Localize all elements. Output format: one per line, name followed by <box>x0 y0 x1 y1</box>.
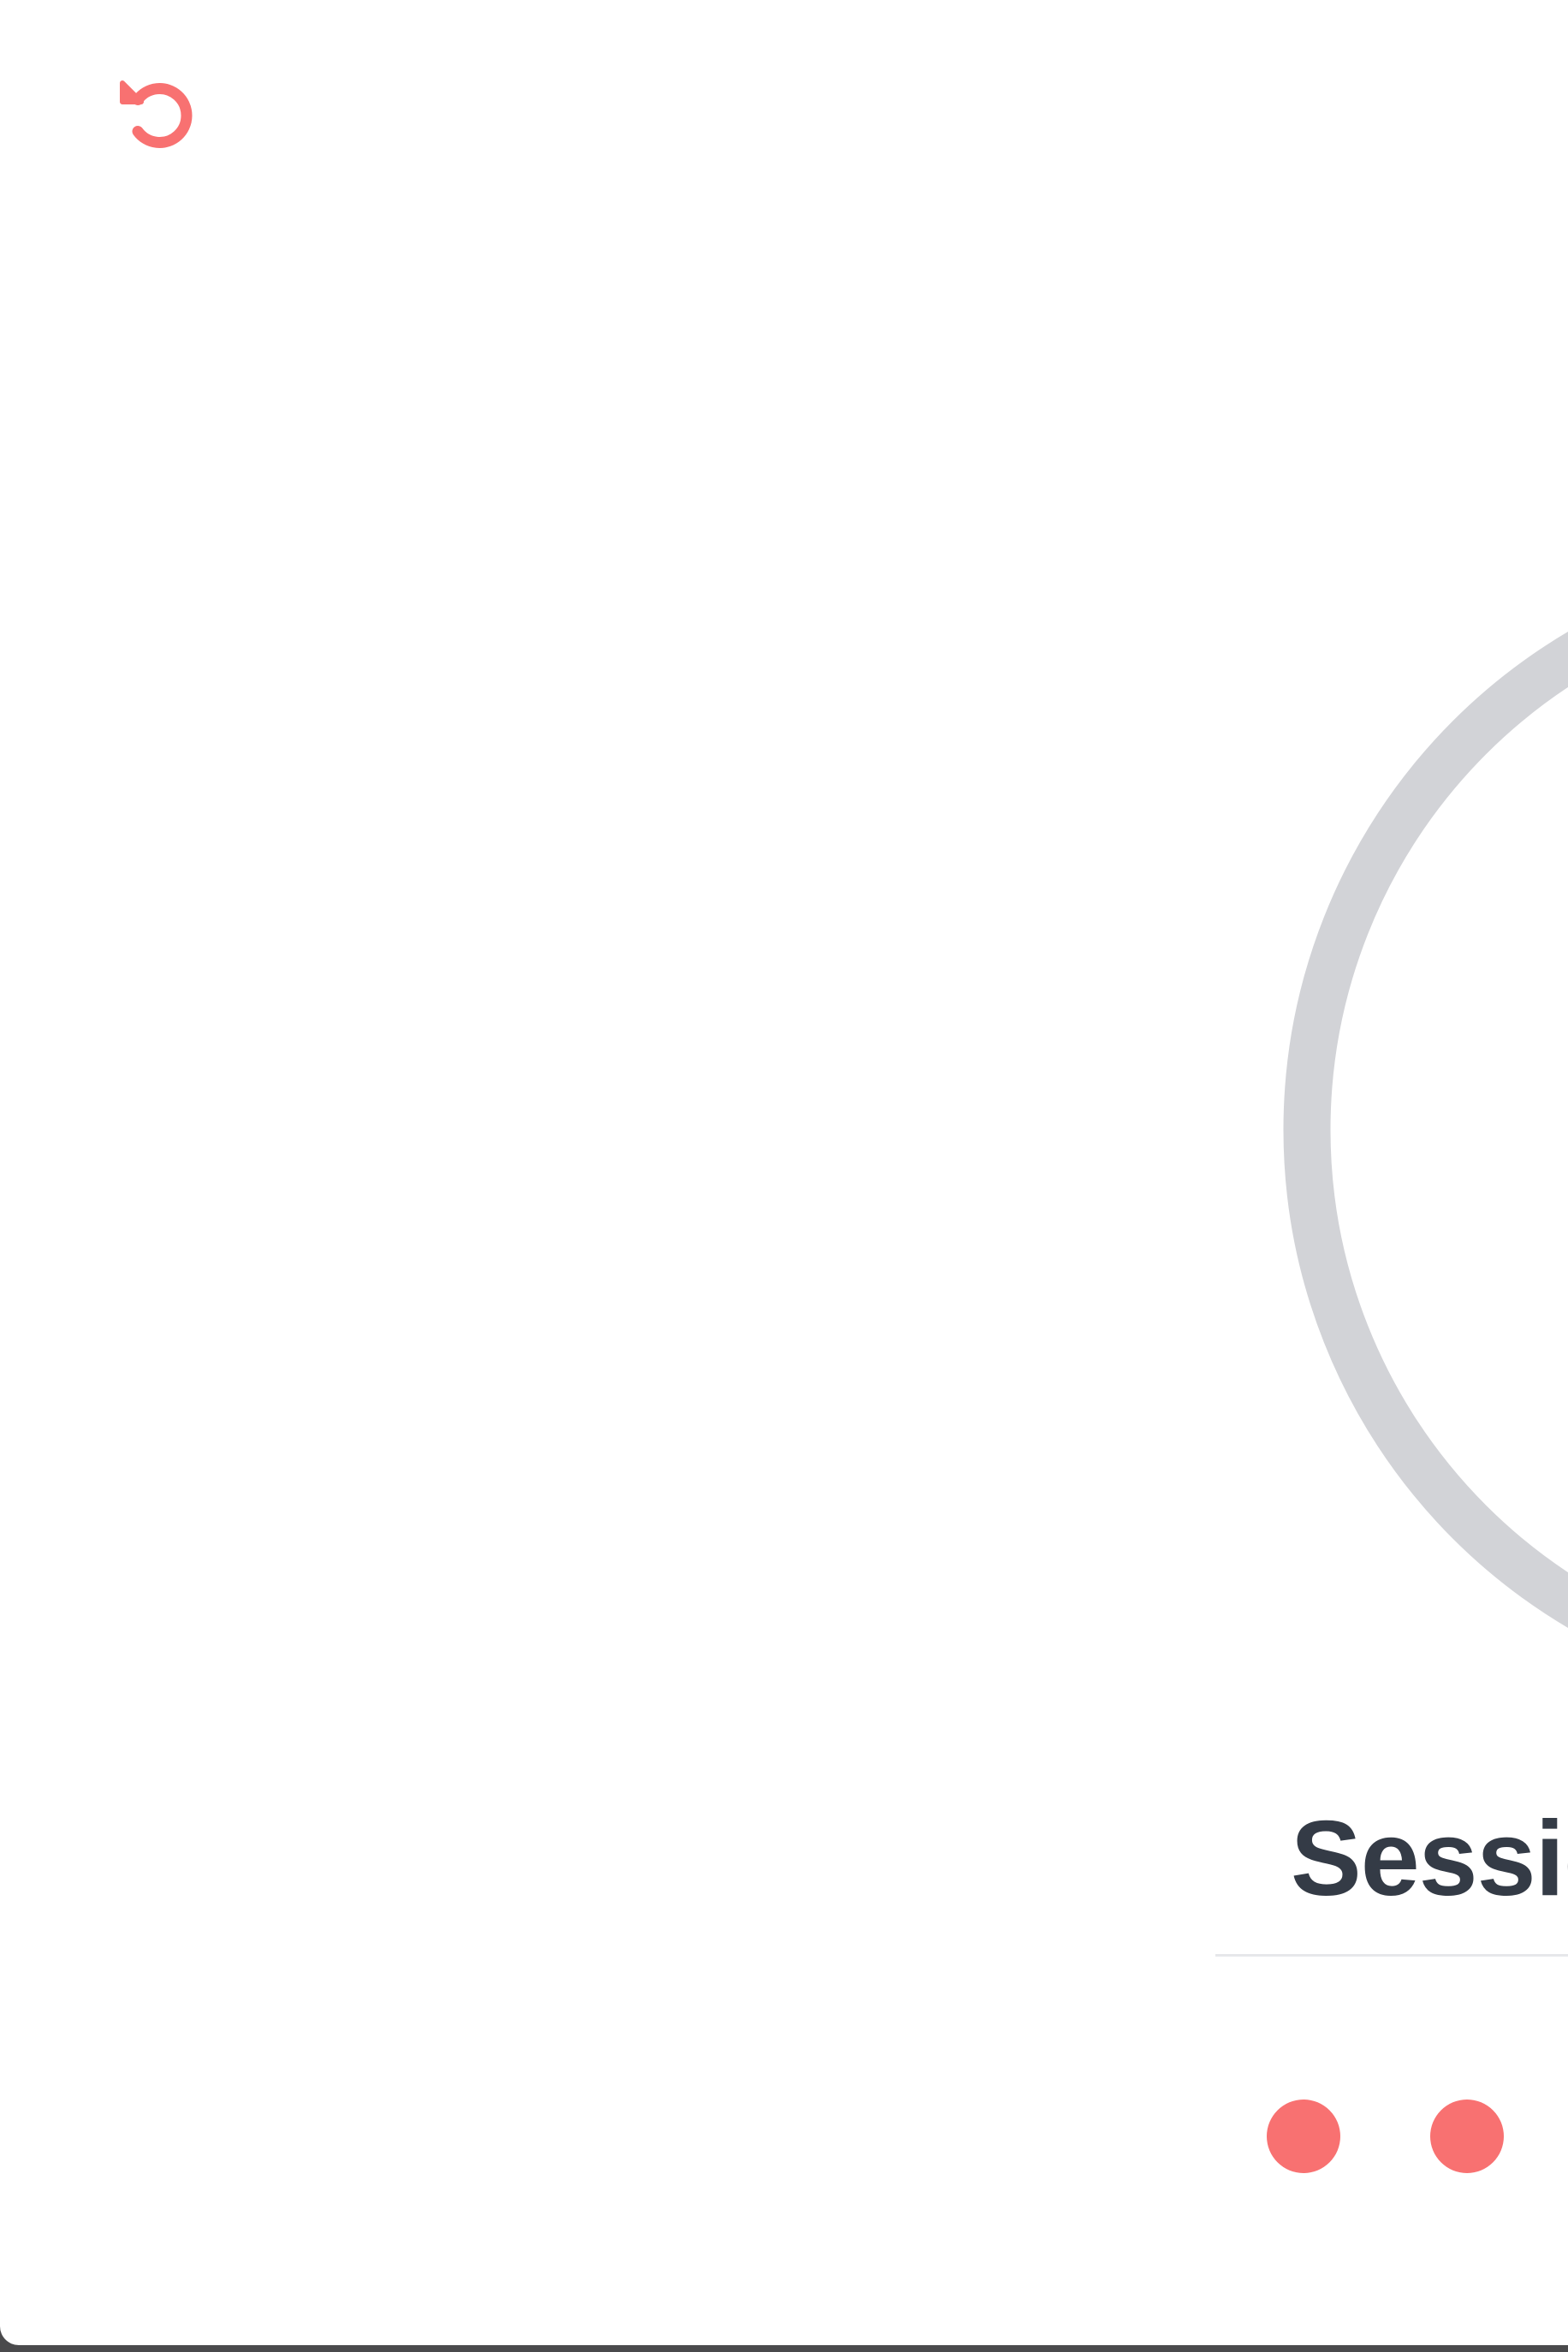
session-dot <box>1267 2100 1340 2173</box>
rotate-ccw-icon <box>120 80 193 148</box>
session-progress-dots <box>1267 2100 1504 2173</box>
session-label: Sessio <box>1291 1800 1568 1918</box>
session-dot <box>1430 2100 1504 2173</box>
reset-button[interactable] <box>103 60 214 171</box>
divider <box>1215 1954 1568 1957</box>
timer-ring <box>1283 552 1568 1708</box>
timer-ring-track <box>1283 632 1568 1628</box>
